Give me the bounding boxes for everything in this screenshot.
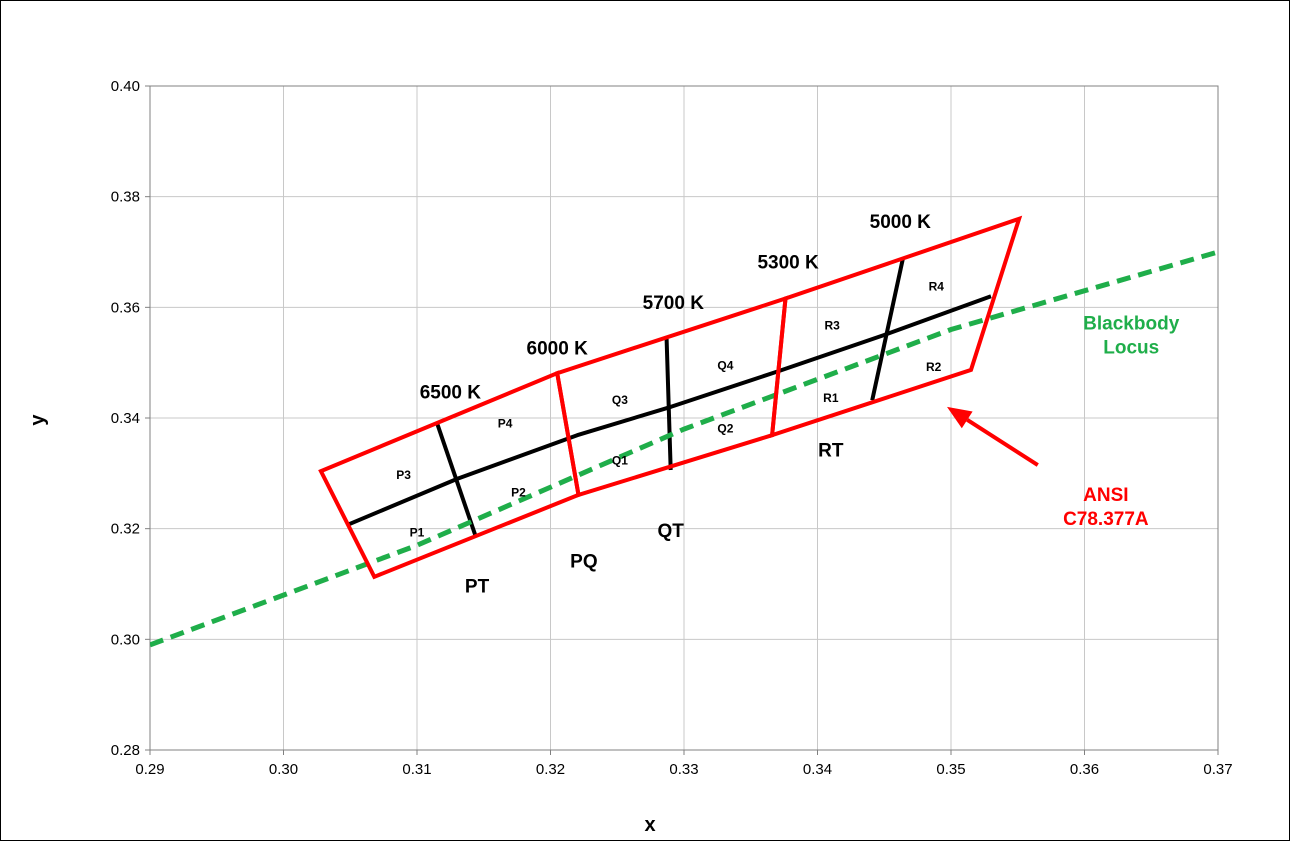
blackbody-locus-label: Locus	[1103, 337, 1159, 358]
center-line-5700K-divider	[664, 338, 673, 471]
ansi-quadrangle-PT	[318, 370, 581, 580]
x-tick-label: 0.34	[803, 761, 832, 778]
bin-label: Q1	[612, 453, 628, 467]
x-axis-label: x	[644, 814, 655, 836]
x-axis-ticks: 0.29 0.30 0.31 0.32 0.33 0.34 0.35 0.36 0.37	[135, 750, 1233, 778]
x-tick-label: 0.30	[269, 761, 298, 778]
bin-label: R2	[926, 360, 942, 374]
bin-label: Q3	[612, 393, 628, 407]
ansi-quadrangle-RT	[769, 215, 1023, 439]
x-tick-label: 0.29	[135, 761, 164, 778]
group-label: PQ	[570, 551, 597, 572]
bin-label: P2	[511, 486, 526, 500]
bin-label: Q2	[717, 421, 733, 435]
center-line-5000K-divider	[870, 258, 905, 401]
ansi-label: ANSI	[1083, 485, 1128, 506]
center-line-6500K-divider	[435, 422, 478, 538]
ansi-arrow-shaft	[966, 418, 1039, 467]
y-tick-label: 0.38	[111, 189, 140, 206]
y-tick-label: 0.32	[111, 521, 140, 538]
bin-label: R3	[825, 318, 841, 332]
y-axis-label: y	[27, 414, 49, 426]
bin-label: P1	[410, 525, 425, 539]
bin-label: R1	[823, 391, 839, 405]
blackbody-locus-line	[150, 249, 1218, 648]
cct-label: 5700 K	[643, 293, 705, 314]
x-tick-label: 0.32	[536, 761, 565, 778]
cct-label: 6500 K	[420, 383, 482, 404]
bin-label: Q4	[717, 358, 733, 372]
grid-lines	[149, 85, 1219, 751]
cct-label: 5000 K	[870, 212, 932, 233]
ansi-label: C78.377A	[1063, 509, 1149, 530]
group-label: QT	[657, 521, 684, 542]
y-tick-label: 0.36	[111, 299, 140, 316]
cct-label: 5300 K	[757, 253, 819, 274]
y-tick-label: 0.30	[111, 631, 140, 648]
plot-series	[150, 215, 1218, 648]
cct-label: 6000 K	[527, 338, 589, 359]
ansi-arrow-head	[946, 406, 973, 429]
bin-label: P3	[396, 468, 411, 482]
x-tick-label: 0.36	[1070, 761, 1099, 778]
ansi-quadrangle-PQ_QT	[554, 295, 788, 498]
blackbody-locus-label: Blackbody	[1083, 313, 1180, 334]
bin-label: P4	[498, 416, 513, 430]
bin-label: R4	[929, 280, 945, 294]
x-tick-label: 0.37	[1203, 761, 1232, 778]
group-label: RT	[818, 441, 844, 462]
group-label: PT	[465, 576, 490, 597]
x-tick-label: 0.31	[402, 761, 431, 778]
y-tick-label: 0.28	[111, 742, 140, 759]
y-tick-label: 0.34	[111, 410, 140, 427]
plot-labels: 6500 K 6000 K 5700 K 5300 K 5000 K P1 P2 P3 P4 Q1…	[396, 212, 1179, 597]
y-tick-label: 0.40	[111, 78, 140, 95]
y-axis-ticks: 0.28 0.30 0.32 0.34 0.36 0.38 0.40	[111, 78, 150, 759]
x-tick-label: 0.33	[669, 761, 698, 778]
x-tick-label: 0.35	[936, 761, 965, 778]
